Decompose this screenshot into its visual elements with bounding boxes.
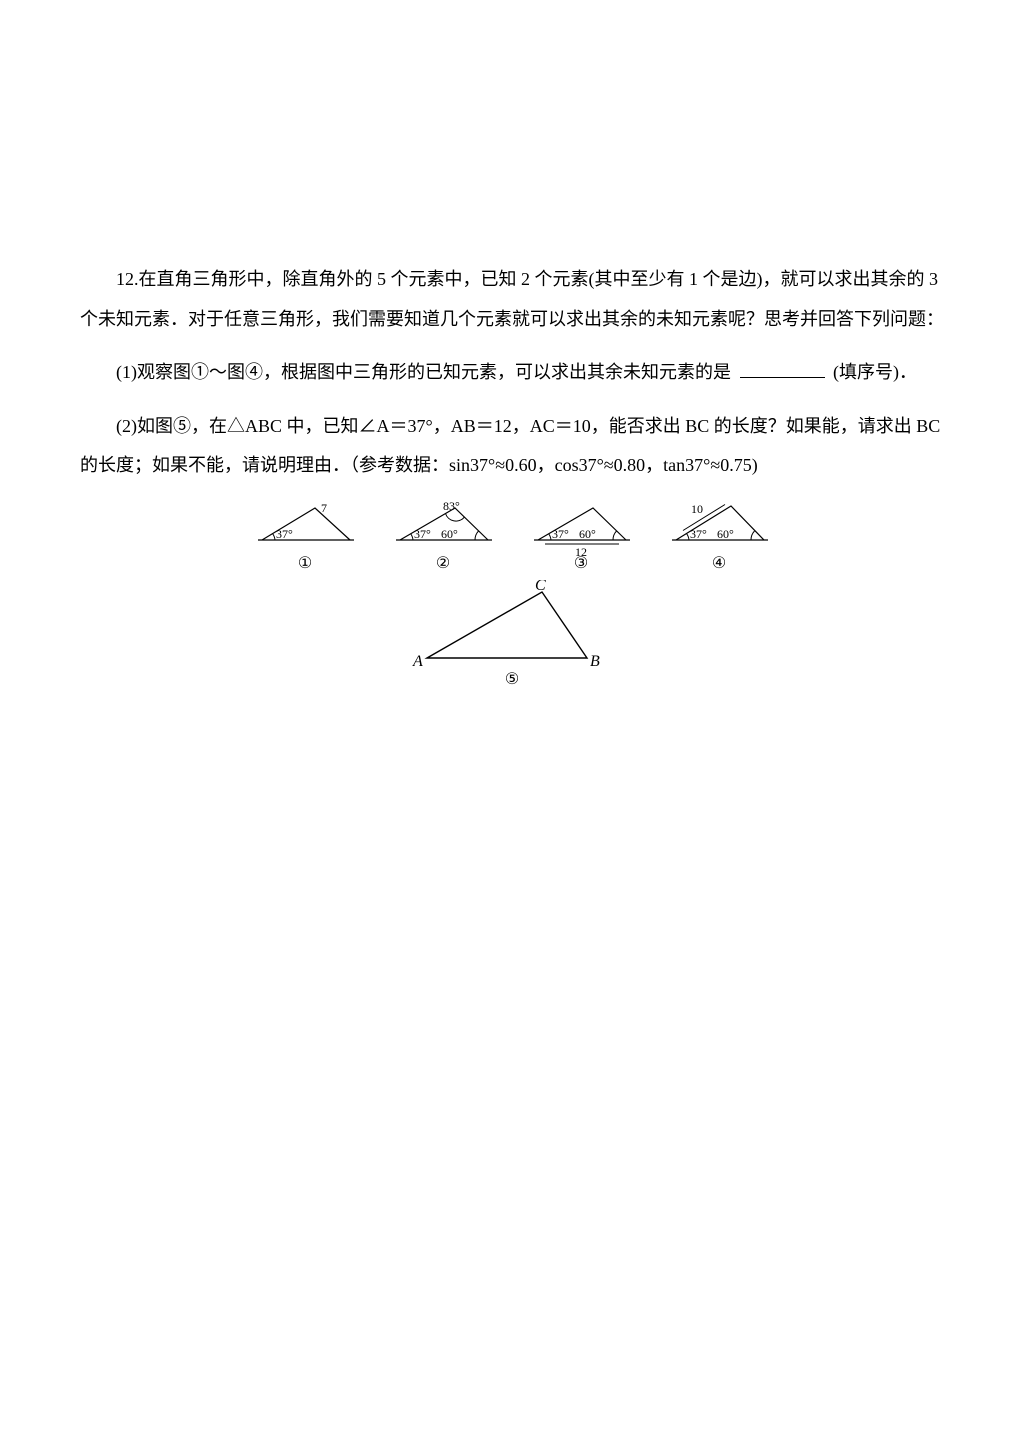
tri3-left-angle: 37° [552,527,569,541]
tri4-top-left-label: 10 [691,502,703,516]
blank-fill[interactable] [740,358,825,378]
text: 12.在直角三角形中，除直角外的 5 个元素中，已知 2 个元素(其中至少有 1… [116,269,938,289]
tri1-label: ① [298,556,312,572]
tri4-label: ④ [712,556,726,572]
triangle-5-svg: C A B [402,580,622,670]
q1-prefix: (1)观察图①～图④，根据图中三角形的已知元素，可以求出其余未知元素的是 [116,362,736,382]
q1-suffix: (填序号)． [833,362,917,382]
figures-row-2: C A B ⑤ [80,580,944,688]
page-content: 12.在直角三角形中，除直角外的 5 个元素中，已知 2 个元素(其中至少有 1… [0,0,1024,688]
text: 个未知元素．对于任意三角形，我们需要知道几个元素就可以求出其余的未知元素呢？思考… [80,309,944,329]
q1-paragraph: (1)观察图①～图④，根据图中三角形的已知元素，可以求出其余未知元素的是 (填序… [80,353,944,393]
tri5-label: ⑤ [505,672,519,688]
figures-row-1: 37° 7 ① 37° 60° 83° ② [80,500,944,572]
triangle-3-svg: 37° 60° 12 [531,500,631,558]
figure-2: 37° 60° 83° ② [393,500,493,572]
intro-paragraph-line2: 个未知元素．对于任意三角形，我们需要知道几个元素就可以求出其余的未知元素呢？思考… [80,300,944,340]
tri2-mid-angle: 60° [441,527,458,541]
triangle-4-svg: 37° 60° 10 [669,500,769,548]
triangle-1-svg: 37° 7 [255,500,355,548]
tri2-left-angle: 37° [414,527,431,541]
tri3-label: ③ [574,556,588,572]
vertex-a: A [412,653,423,670]
figure-5: C A B ⑤ [402,580,622,688]
figure-3: 37° 60° 12 ③ [531,500,631,572]
text: 的长度；如果不能，请说明理由．（参考数据：sin37°≈0.60，cos37°≈… [80,455,758,475]
tri2-top-angle: 83° [443,500,460,513]
figures-container: 37° 7 ① 37° 60° 83° ② [80,500,944,688]
q2-paragraph-line2: 的长度；如果不能，请说明理由．（参考数据：sin37°≈0.60，cos37°≈… [80,446,944,486]
text: (2)如图⑤，在△ABC 中，已知∠A＝37°，AB＝12，AC＝10，能否求出… [116,416,940,436]
tri3-mid-angle: 60° [579,527,596,541]
vertex-c: C [535,580,546,594]
tri1-top-label: 7 [321,501,327,515]
tri4-left-angle: 37° [690,527,707,541]
tri2-label: ② [436,556,450,572]
tri4-mid-angle: 60° [717,527,734,541]
q2-paragraph-line1: (2)如图⑤，在△ABC 中，已知∠A＝37°，AB＝12，AC＝10，能否求出… [80,407,944,447]
figure-4: 37° 60° 10 ④ [669,500,769,572]
triangle-2-svg: 37° 60° 83° [393,500,493,548]
figure-1: 37° 7 ① [255,500,355,572]
tri1-left-angle: 37° [276,527,293,541]
intro-paragraph-line1: 12.在直角三角形中，除直角外的 5 个元素中，已知 2 个元素(其中至少有 1… [80,260,944,300]
vertex-b: B [590,653,600,670]
